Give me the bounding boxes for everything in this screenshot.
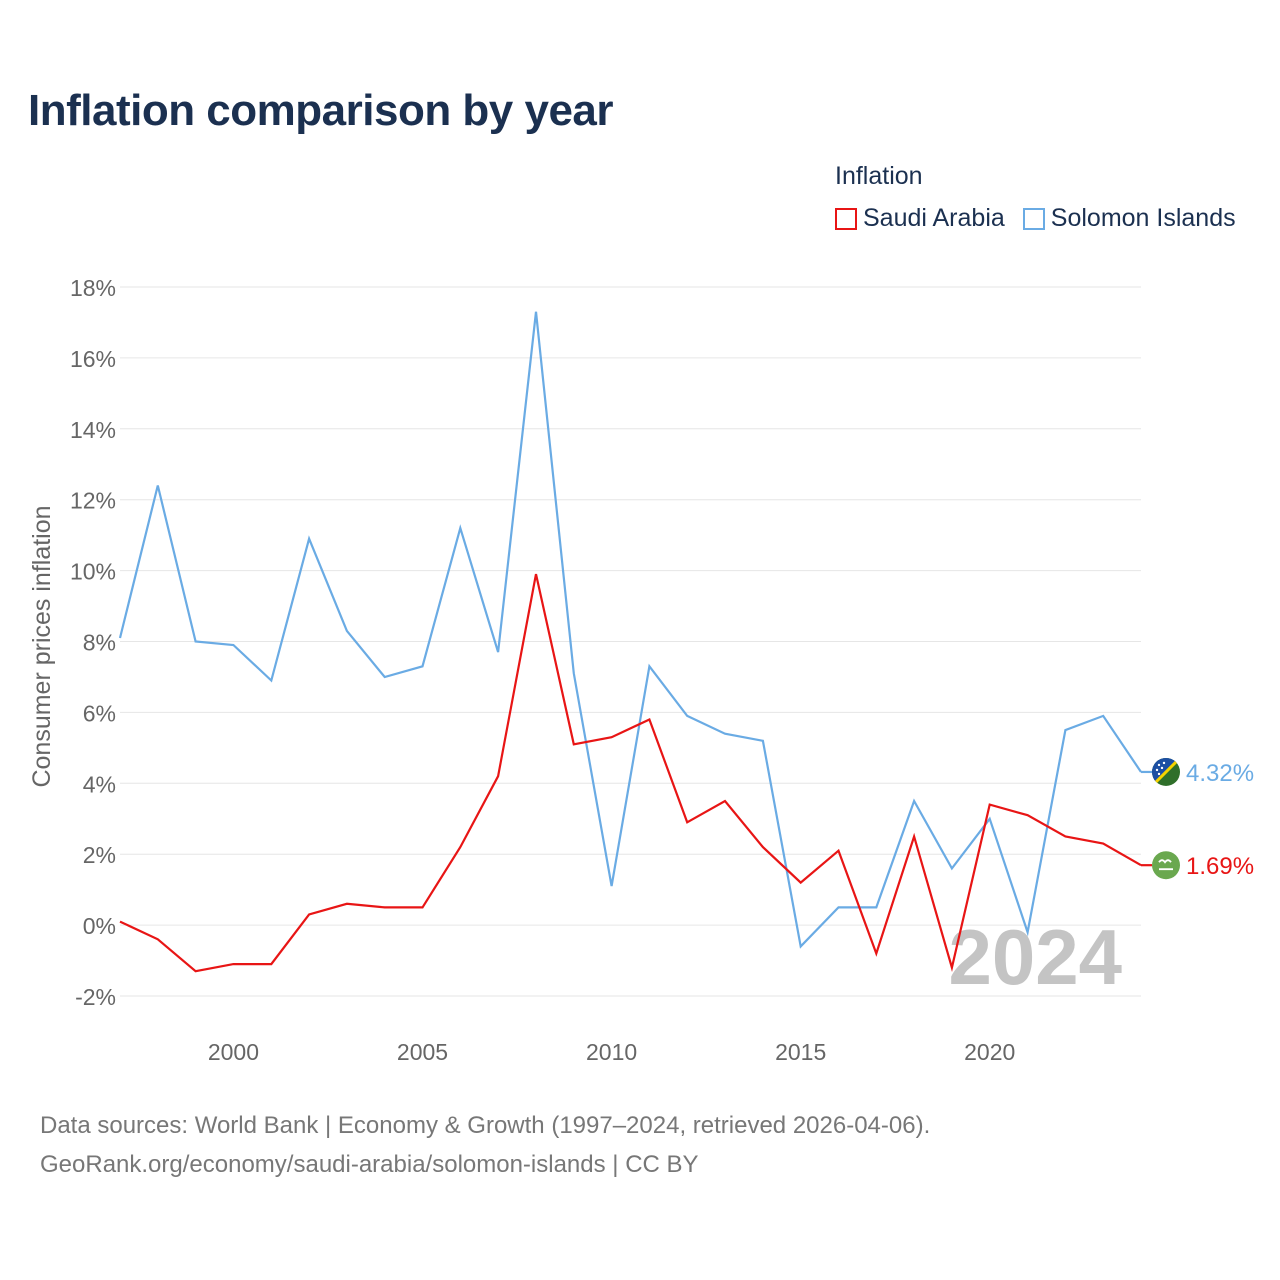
data-point[interactable] [230,642,236,648]
legend-label-solomon-islands: Solomon Islands [1050,204,1236,232]
data-point[interactable] [873,950,879,956]
data-point[interactable] [344,901,350,907]
data-point[interactable] [344,628,350,634]
data-point[interactable] [987,802,993,808]
x-tick-label: 2005 [397,1039,448,1065]
data-point[interactable] [571,741,577,747]
data-point[interactable] [949,965,955,971]
data-point[interactable] [382,674,388,680]
y-axis-ticks: -2% 0% 2% 4% 6% 8% 10% 12% 14% 16% 18% [70,275,116,1010]
y-tick-label: 4% [83,771,116,797]
footer: Data sources: World Bank | Economy & Gro… [40,1106,930,1184]
data-point[interactable] [533,571,539,577]
data-point[interactable] [457,525,463,531]
data-point[interactable] [533,309,539,315]
data-point[interactable] [306,911,312,917]
footer-source: Data sources: World Bank | Economy & Gro… [40,1112,931,1139]
legend-item-solomon-islands[interactable]: Solomon Islands [1022,204,1236,233]
y-tick-label: 10% [70,559,116,585]
data-point[interactable] [1100,713,1106,719]
data-point[interactable] [798,943,804,949]
data-point[interactable] [609,883,615,889]
data-point[interactable] [306,536,312,542]
data-point[interactable] [911,798,917,804]
solomon-islands-flag-icon [1152,757,1180,786]
data-point[interactable] [420,904,426,910]
end-value-label-solomon-islands: 4.32% [1186,760,1254,787]
data-point[interactable] [646,663,652,669]
year-watermark: 2024 [948,913,1122,1001]
y-tick-label: 12% [70,488,116,514]
chart-title: Inflation comparison by year [28,86,614,135]
data-point[interactable] [495,773,501,779]
y-tick-label: 18% [70,275,116,301]
footer-link[interactable]: GeoRank.org/economy/saudi-arabia/solomon… [40,1151,699,1178]
data-point[interactable] [798,880,804,886]
y-tick-label: 6% [83,700,116,726]
end-labels: 4.32% 1.69% [1141,757,1254,880]
x-tick-label: 2010 [586,1039,637,1065]
legend-item-saudi-arabia[interactable]: Saudi Arabia [835,204,1005,233]
series-solomon-islands [117,309,1142,949]
data-point[interactable] [1062,833,1068,839]
data-point[interactable] [117,635,123,641]
data-point[interactable] [722,798,728,804]
data-point[interactable] [684,819,690,825]
data-point[interactable] [420,663,426,669]
legend-swatch-saudi-arabia [835,207,857,230]
data-point[interactable] [1100,841,1106,847]
data-point[interactable] [873,904,879,910]
data-point[interactable] [911,833,917,839]
legend-label-saudi-arabia: Saudi Arabia [863,204,1005,232]
data-point[interactable] [1062,727,1068,733]
data-point[interactable] [949,865,955,871]
legend: Saudi Arabia Solomon Islands [835,204,1236,233]
y-tick-label: 2% [83,842,116,868]
data-point[interactable] [1025,812,1031,818]
x-tick-label: 2000 [208,1039,259,1065]
data-point[interactable] [117,919,123,925]
data-point[interactable] [495,649,501,655]
data-point[interactable] [609,734,615,740]
data-point[interactable] [760,844,766,850]
series-saudi-arabia [117,571,1142,974]
y-tick-label: 8% [83,630,116,656]
y-tick-label: 16% [70,346,116,372]
data-point[interactable] [193,639,199,645]
y-tick-label: 14% [70,417,116,443]
data-point[interactable] [646,716,652,722]
data-point[interactable] [268,677,274,683]
x-tick-label: 2020 [964,1039,1015,1065]
data-point[interactable] [230,961,236,967]
grid-lines [120,286,1141,997]
data-point[interactable] [835,848,841,854]
data-point[interactable] [571,670,577,676]
y-tick-label: 0% [83,913,116,939]
y-tick-label: -2% [75,984,116,1010]
data-point[interactable] [193,968,199,974]
series-lines [117,309,1142,974]
data-point[interactable] [155,483,161,489]
data-point[interactable] [268,961,274,967]
legend-swatch-solomon-islands [1022,207,1045,230]
saudi-arabia-flag-icon [1152,851,1180,880]
data-point[interactable] [382,904,388,910]
data-point[interactable] [835,904,841,910]
legend-title: Inflation [835,162,923,190]
data-point[interactable] [457,844,463,850]
end-value-label-saudi-arabia: 1.69% [1186,853,1254,880]
y-axis-label: Consumer prices inflation [28,505,56,787]
data-point[interactable] [722,731,728,737]
data-point[interactable] [760,738,766,744]
data-point[interactable] [684,713,690,719]
data-point[interactable] [1025,929,1031,935]
series-line-solomon-islands[interactable] [118,311,1142,949]
data-point[interactable] [155,936,161,942]
x-axis-ticks: 2000 2005 2010 2015 2020 [208,1039,1015,1065]
x-tick-label: 2015 [775,1039,826,1065]
series-line-saudi-arabia[interactable] [119,573,1142,973]
